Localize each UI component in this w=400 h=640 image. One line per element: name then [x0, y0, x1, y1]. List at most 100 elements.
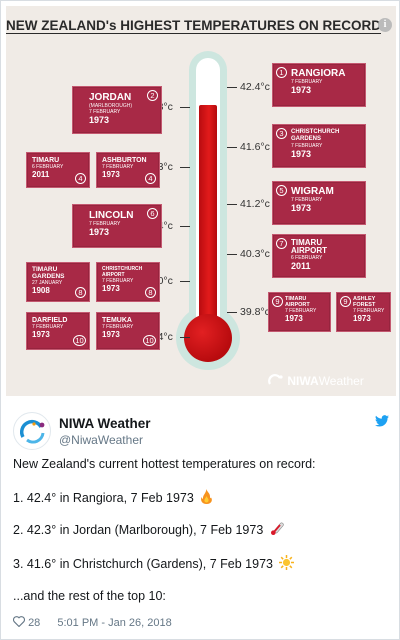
record-label-timaru-airport-2: 9 TIMARU AIRPORT 7 FEBRUARY 1973 [268, 292, 331, 332]
tweet-text-line: 3. 41.6° in Christchurch (Gardens), 7 Fe… [13, 555, 295, 571]
scale-label: 42.4°c [240, 81, 270, 93]
record-year: 1973 [353, 314, 371, 323]
record-label-christchurch-airport: 8 CHRISTCHURCH AIRPORT 7 FEBRUARY 1973 [96, 262, 160, 302]
tick-mark [227, 147, 237, 148]
tick-mark [227, 204, 237, 205]
tweet-text-line: 1. 42.4° in Rangiora, 7 Feb 1973 [13, 489, 213, 505]
record-label-lincoln: 6 LINCOLN 7 FEBRUARY 1973 [72, 204, 162, 248]
record-label-timaru-gardens: 8 TIMARU GARDENS 27 JANUARY 1908 [26, 262, 90, 302]
record-date: 7 FEBRUARY [285, 308, 317, 314]
record-subtitle: (MARLBOROUGH) [89, 103, 133, 109]
tick-mark [227, 254, 237, 255]
record-place: RANGIORA [291, 68, 346, 79]
brand-name: NIWA [287, 374, 319, 388]
niwa-logo-icon [19, 420, 45, 444]
record-date: 7 FEBRUARY [89, 109, 121, 115]
record-date: 7 FEBRUARY [353, 308, 385, 314]
avatar[interactable] [13, 412, 51, 450]
record-year: 2011 [32, 170, 50, 179]
tweet-line-text: 1. 42.4° in Rangiora, 7 Feb 1973 [13, 491, 194, 505]
infographic-image[interactable]: NEW ZEALAND's HIGHEST TEMPERATURES ON RE… [6, 6, 396, 396]
record-date: 7 FEBRUARY [102, 278, 134, 284]
record-place: ASHLEY FOREST [353, 296, 376, 308]
record-place: TIMARU GARDENS [32, 266, 65, 280]
rank-badge: 9 [272, 296, 283, 307]
record-year: 1973 [102, 170, 120, 179]
niwa-weather-logo: NIWAWeather [268, 374, 364, 388]
author-name[interactable]: NIWA Weather [59, 416, 151, 431]
record-label-temuka: 10 TEMUKA 7 FEBRUARY 1973 [96, 312, 160, 350]
record-place: DARFIELD [32, 317, 68, 324]
record-date: 27 JANUARY [32, 280, 63, 286]
tick-mark [180, 337, 190, 338]
record-year: 1973 [102, 284, 120, 293]
record-place: JORDAN [89, 92, 132, 103]
like-button[interactable]: 28 [13, 616, 43, 629]
record-label-ashley-forest: 9 ASHLEY FOREST 7 FEBRUARY 1973 [336, 292, 391, 332]
record-place: TIMARU [32, 157, 60, 164]
record-place: ASHBURTON [102, 157, 147, 164]
record-year: 1973 [291, 149, 312, 159]
record-place: TEMUKA [102, 317, 132, 324]
tweet-text-line: 2. 42.3° in Jordan (Marlborough), 7 Feb … [13, 522, 284, 537]
record-date: 7 FEBRUARY [102, 324, 134, 330]
sun-emoji-icon [279, 555, 295, 570]
scale-label: 41.2°c [240, 198, 270, 210]
scale-label: 39.8°c [240, 306, 270, 318]
infographic-title: NEW ZEALAND's HIGHEST TEMPERATURES ON RE… [6, 18, 381, 33]
record-year: 1973 [102, 330, 120, 339]
record-place: CHRISTCHURCH GARDENS [291, 129, 340, 142]
rank-badge: 4 [75, 173, 86, 184]
heart-icon [13, 616, 25, 628]
record-year: 1973 [291, 85, 312, 95]
record-place: TIMARU AIRPORT [285, 296, 310, 308]
record-label-jordan: 2 JORDAN (MARLBOROUGH) 7 FEBRUARY 1973 [72, 86, 162, 134]
record-date: 6 FEBRUARY [32, 164, 64, 170]
twitter-bird-icon[interactable] [375, 415, 389, 427]
record-label-ashburton: 4 ASHBURTON 7 FEBRUARY 1973 [96, 152, 160, 188]
rank-badge: 1 [276, 67, 287, 78]
niwa-swirl-icon [268, 374, 283, 385]
record-year: 1908 [32, 286, 50, 295]
author-handle[interactable]: @NiwaWeather [59, 433, 143, 447]
rank-badge: 5 [276, 185, 287, 196]
rank-badge: 10 [73, 335, 86, 346]
record-date: 7 FEBRUARY [102, 164, 134, 170]
record-place: LINCOLN [89, 210, 134, 221]
tweet-text-line: ...and the rest of the top 10: [13, 589, 166, 603]
rank-badge: 8 [145, 287, 156, 298]
record-label-darfield: 10 DARFIELD 7 FEBRUARY 1973 [26, 312, 90, 350]
rank-badge: 8 [75, 287, 86, 298]
tick-mark [227, 87, 237, 88]
record-place: TIMARU AIRPORT [291, 238, 327, 255]
tick-mark [180, 226, 190, 227]
rank-badge: 6 [147, 208, 158, 219]
record-date: 6 FEBRUARY [291, 255, 323, 261]
tick-mark [180, 167, 190, 168]
tweet-footer: 28 5:01 PM - Jan 26, 2018 [13, 616, 172, 629]
tweet-timestamp[interactable]: 5:01 PM - Jan 26, 2018 [57, 617, 172, 629]
thermometer-bulb [184, 314, 232, 362]
record-year: 1973 [32, 330, 50, 339]
tweet-text-line: New Zealand's current hottest temperatur… [13, 457, 316, 471]
record-label-wigram: 5 WIGRAM 7 FEBRUARY 1973 [272, 181, 366, 225]
record-year: 2011 [291, 261, 311, 271]
scale-label: 41.6°c [240, 141, 270, 153]
info-icon[interactable]: i [378, 18, 392, 32]
thermometer-emoji-icon [270, 522, 284, 535]
tick-mark [227, 312, 237, 313]
scale-label: 40.3°c [240, 248, 270, 260]
like-count: 28 [28, 617, 41, 629]
record-date: 7 FEBRUARY [291, 197, 323, 203]
record-date: 7 FEBRUARY [32, 324, 64, 330]
record-year: 1973 [89, 227, 110, 237]
record-label-timaru-airport: 7 TIMARU AIRPORT 6 FEBRUARY 2011 [272, 234, 366, 278]
brand-suffix: Weather [318, 374, 364, 388]
record-place: CHRISTCHURCH AIRPORT [102, 266, 143, 278]
tick-mark [180, 281, 190, 282]
rank-badge: 4 [145, 173, 156, 184]
record-label-rangiora: 1 RANGIORA 7 FEBRUARY 1973 [272, 63, 366, 107]
record-year: 1973 [285, 314, 303, 323]
rank-badge: 3 [276, 128, 287, 139]
